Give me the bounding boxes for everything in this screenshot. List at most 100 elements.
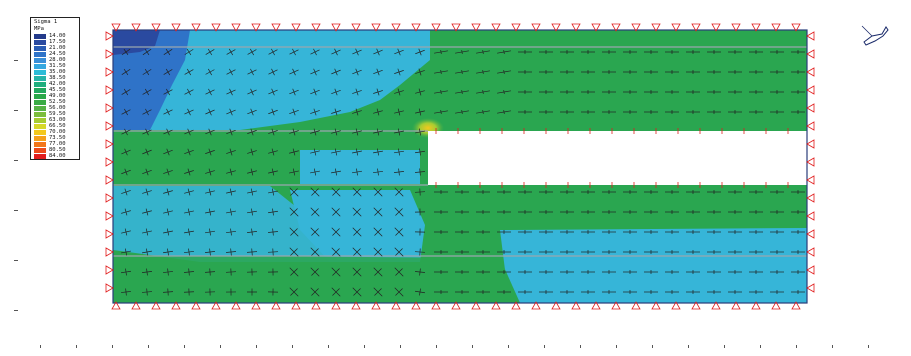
stress-cross xyxy=(124,248,128,256)
legend-swatch xyxy=(34,39,46,45)
stress-cross xyxy=(418,88,422,96)
restraint-symbol xyxy=(731,301,741,310)
horizontal-axis-tick xyxy=(436,345,437,348)
legend-value: 42.00 xyxy=(49,81,66,87)
stress-cross xyxy=(250,48,254,56)
restraint-symbol xyxy=(791,301,801,310)
stress-cross xyxy=(398,168,400,176)
stress-cross xyxy=(165,68,171,76)
horizontal-axis-tick xyxy=(220,345,221,348)
restraint-symbol xyxy=(105,283,114,293)
legend-value: 35.00 xyxy=(49,69,66,75)
stress-cross xyxy=(290,288,298,296)
stress-cross xyxy=(123,48,129,56)
stress-cross xyxy=(332,228,340,236)
stress-cross xyxy=(377,168,379,176)
stress-cross xyxy=(187,128,191,136)
stress-cross xyxy=(167,288,169,296)
legend-swatch xyxy=(34,33,46,39)
restraint-symbol xyxy=(806,157,815,167)
restraint-symbol xyxy=(431,301,441,310)
legend-entry: 70.00 xyxy=(31,129,79,135)
restraint-symbol xyxy=(806,31,815,41)
stress-cross xyxy=(419,168,421,176)
stress-cross xyxy=(503,109,505,115)
stress-cross xyxy=(311,188,319,196)
restraint-symbol xyxy=(411,301,421,310)
horizontal-axis-tick xyxy=(292,345,293,348)
legend-value: 31.50 xyxy=(49,63,66,69)
stress-cross xyxy=(145,168,149,176)
restraint-symbol xyxy=(806,67,815,77)
stress-cross xyxy=(144,48,150,56)
restraint-symbol xyxy=(431,23,441,32)
stress-cross xyxy=(313,68,317,76)
stress-cross xyxy=(313,88,317,96)
horizontal-axis-tick xyxy=(724,345,725,348)
contour-zone-cyan-lower-mid xyxy=(290,190,425,262)
stress-cross xyxy=(440,109,442,115)
restraint-symbol xyxy=(171,301,181,310)
legend-swatch xyxy=(34,111,46,117)
stress-cross xyxy=(229,168,233,176)
stress-cross xyxy=(166,228,170,236)
legend-swatch xyxy=(34,75,46,81)
stress-cross xyxy=(187,168,191,176)
stress-cross xyxy=(166,108,170,116)
restraint-symbol xyxy=(391,23,401,32)
stress-cross xyxy=(209,268,211,276)
contour-legend[interactable]: Sigma 1 MPa 14.00 17.50 21.00 24.50 28.00 31.… xyxy=(30,17,80,160)
stress-cross xyxy=(229,148,233,156)
stress-cross xyxy=(292,88,296,96)
stress-cross xyxy=(124,208,128,216)
restraint-symbol xyxy=(131,23,141,32)
horizontal-axis-tick xyxy=(652,345,653,348)
restraint-symbol xyxy=(591,23,601,32)
stress-cross xyxy=(292,68,296,76)
legend-value: 66.50 xyxy=(49,123,66,129)
restraint-symbol xyxy=(751,301,761,310)
stress-cross xyxy=(167,268,169,276)
restraint-symbol xyxy=(671,301,681,310)
restraint-symbol xyxy=(571,301,581,310)
restraint-symbol xyxy=(806,103,815,113)
stress-cross xyxy=(209,228,211,236)
legend-swatch xyxy=(34,105,46,111)
restraint-symbol xyxy=(105,49,114,59)
stress-cross xyxy=(251,228,253,236)
stress-cross xyxy=(250,108,254,116)
stress-cross xyxy=(397,68,401,76)
legend-swatch xyxy=(34,147,46,153)
restraint-symbol xyxy=(251,23,261,32)
stress-cross xyxy=(208,128,212,136)
restraint-symbol xyxy=(191,301,201,310)
contour-zone-blue-upper xyxy=(113,30,190,130)
restraint-symbol xyxy=(806,121,815,131)
restraint-symbol xyxy=(531,301,541,310)
stress-cross xyxy=(334,88,338,96)
restraint-symbol xyxy=(271,301,281,310)
stress-cross xyxy=(374,248,382,256)
horizontal-axis-tick xyxy=(472,345,473,348)
horizontal-axis-tick xyxy=(688,345,689,348)
stress-cross xyxy=(334,48,338,56)
stress-cross xyxy=(229,128,233,136)
stress-cross xyxy=(271,68,275,76)
contour-zone-cyan-upper xyxy=(113,30,430,130)
restraint-symbol xyxy=(806,193,815,203)
restraint-symbol xyxy=(771,301,781,310)
horizontal-axis-tick xyxy=(544,345,545,348)
restraint-symbol xyxy=(105,157,114,167)
stress-cross xyxy=(419,288,421,296)
stress-cross xyxy=(187,108,191,116)
stress-cross xyxy=(165,48,171,56)
stress-cross xyxy=(334,148,338,156)
stress-cross xyxy=(208,108,212,116)
horizontal-axis-tick xyxy=(364,345,365,348)
stress-cross xyxy=(271,188,275,196)
stress-cross xyxy=(250,148,254,156)
legend-entry: 80.50 xyxy=(31,147,79,153)
stress-cross xyxy=(145,148,149,156)
stress-cross xyxy=(124,188,128,196)
